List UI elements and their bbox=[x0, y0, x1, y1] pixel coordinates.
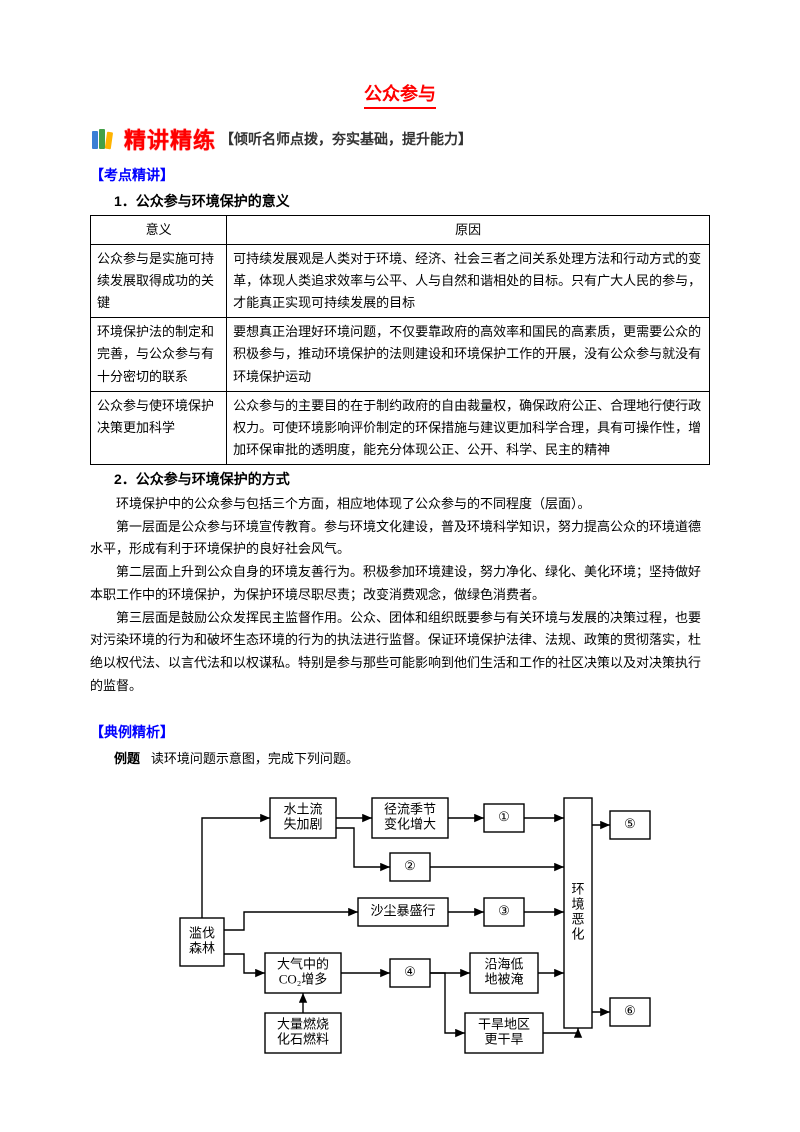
svg-text:CO₂增多: CO₂增多 bbox=[279, 971, 328, 986]
svg-text:沙尘暴盛行: 沙尘暴盛行 bbox=[370, 903, 435, 918]
example-line: 例题 读环境问题示意图，完成下列问题。 bbox=[114, 748, 710, 767]
svg-text:变化增大: 变化增大 bbox=[384, 816, 436, 831]
svg-text:更干旱: 更干旱 bbox=[484, 1031, 523, 1046]
document-title: 公众参与 bbox=[364, 80, 436, 109]
meaning-table: 意义 原因 公众参与是实施可持续发展取得成功的关键 可持续发展观是人类对于环境、… bbox=[90, 215, 710, 465]
svg-text:化石燃料: 化石燃料 bbox=[277, 1031, 329, 1046]
table-cell: 环境保护法的制定和完善，与公众参与有十分密切的联系 bbox=[91, 318, 227, 391]
svg-text:化: 化 bbox=[571, 926, 584, 941]
section-heading-1: 【考点精讲】 bbox=[90, 165, 710, 185]
table-cell: 公众参与的主要目的在于制约政府的自由裁量权，确保政府公正、合理地行使行政权力。可… bbox=[227, 391, 710, 464]
table-cell: 要想真正治理好环境问题，不仅要靠政府的高效率和国民的高素质，更需要公众的积极参与… bbox=[227, 318, 710, 391]
svg-text:大量燃烧: 大量燃烧 bbox=[277, 1016, 329, 1031]
svg-text:森林: 森林 bbox=[189, 940, 215, 955]
paragraph: 第二层面上升到公众自身的环境友善行为。积极参加环境建设，努力净化、绿化、美化环境… bbox=[90, 561, 710, 607]
svg-text:干旱地区: 干旱地区 bbox=[478, 1016, 530, 1031]
table-cell: 可持续发展观是人类对于环境、经济、社会三者之间关系处理方法和行动方式的变革，体现… bbox=[227, 245, 710, 318]
section-banner: 精讲精练 【倾听名师点拨，夯实基础，提升能力】 bbox=[90, 123, 710, 155]
svg-text:径流季节: 径流季节 bbox=[384, 801, 436, 816]
books-icon bbox=[90, 127, 118, 151]
table-header-2: 原因 bbox=[227, 216, 710, 245]
table-header-1: 意义 bbox=[91, 216, 227, 245]
svg-text:恶: 恶 bbox=[571, 911, 584, 926]
example-label: 例题 bbox=[114, 751, 140, 766]
table-cell: 公众参与使环境保护决策更加科学 bbox=[91, 391, 227, 464]
paragraph: 第三层面是鼓励公众发挥民主监督作用。公众、团体和组织既要参与有关环境与发展的决策… bbox=[90, 607, 710, 698]
svg-text:⑥: ⑥ bbox=[624, 1003, 636, 1018]
table-cell: 公众参与是实施可持续发展取得成功的关键 bbox=[91, 245, 227, 318]
subheading-1: 1．公众参与环境保护的意义 bbox=[114, 191, 710, 211]
svg-text:水土流: 水土流 bbox=[283, 801, 322, 816]
svg-text:环: 环 bbox=[571, 881, 584, 896]
document-page: 公众参与 精讲精练 【倾听名师点拨，夯实基础，提升能力】 【考点精讲】 1．公众… bbox=[0, 0, 800, 1103]
paragraph: 环境保护中的公众参与包括三个方面，相应地体现了公众参与的不同程度（层面）。 bbox=[90, 493, 710, 516]
paragraph: 第一层面是公众参与环境宣传教育。参与环境文化建设，普及环境科学知识，努力提高公众… bbox=[90, 516, 710, 562]
flowchart-diagram: 滥伐森林 水土流失加剧大气中的CO₂增多大量燃烧化石燃料 径流季节变化增大 ② 沙尘暴盛… bbox=[90, 773, 710, 1063]
example-text: 读环境问题示意图，完成下列问题。 bbox=[151, 751, 359, 766]
svg-text:沿海低: 沿海低 bbox=[484, 956, 523, 971]
svg-text:①: ① bbox=[498, 809, 510, 824]
banner-sub-text: 【倾听名师点拨，夯实基础，提升能力】 bbox=[220, 129, 472, 149]
title-wrap: 公众参与 bbox=[90, 80, 710, 109]
subheading-2: 2．公众参与环境保护的方式 bbox=[114, 469, 710, 489]
banner-main-text: 精讲精练 bbox=[124, 123, 216, 155]
svg-text:⑤: ⑤ bbox=[624, 816, 636, 831]
svg-text:境: 境 bbox=[571, 896, 584, 911]
svg-text:③: ③ bbox=[498, 903, 510, 918]
svg-text:④: ④ bbox=[404, 964, 416, 979]
svg-text:失加剧: 失加剧 bbox=[283, 816, 322, 831]
svg-text:大气中的: 大气中的 bbox=[277, 956, 329, 971]
section-heading-2: 【典例精析】 bbox=[90, 722, 710, 742]
svg-text:滥伐: 滥伐 bbox=[189, 925, 215, 940]
svg-text:②: ② bbox=[404, 858, 416, 873]
svg-text:地被淹: 地被淹 bbox=[484, 971, 523, 986]
